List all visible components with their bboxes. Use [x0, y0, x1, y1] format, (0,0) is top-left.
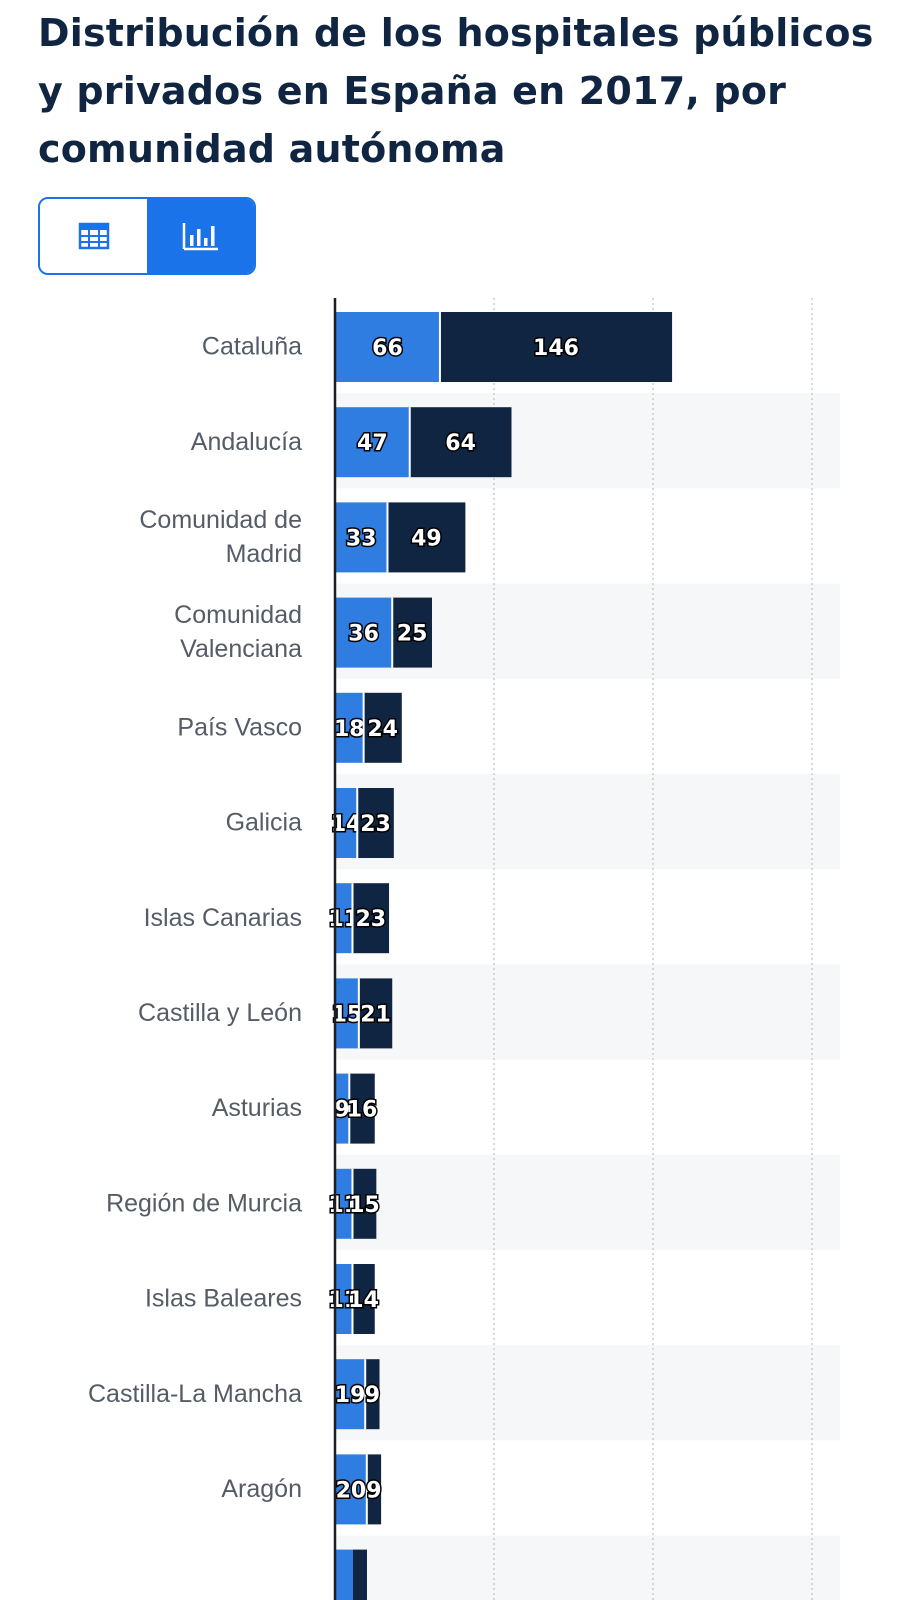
data-label: 14: [348, 1288, 379, 1313]
data-label: 23: [360, 812, 391, 837]
bar-segment-series-2: [387, 502, 466, 573]
row-stripe: [335, 964, 840, 1060]
data-label: 24: [367, 717, 398, 742]
bar-segment-series-1: [335, 312, 440, 382]
category-label: Asturias: [212, 1094, 302, 1122]
category-label: Castilla-La Mancha: [88, 1380, 302, 1408]
category-label: Andalucía: [191, 428, 302, 456]
bar-segment-series-1: [335, 1264, 353, 1334]
bar-segment-series-2: [365, 1359, 380, 1430]
bar-segment-series-1: [335, 1073, 350, 1144]
data-label: 19: [335, 1383, 366, 1408]
row-stripe: [335, 1535, 840, 1600]
bar-segment-partial: [335, 1549, 353, 1600]
bar-segment-series-1: [335, 788, 358, 858]
bar-segment-series-2: [352, 1168, 377, 1239]
category-label: Castilla y León: [138, 999, 302, 1027]
bar-segment-series-1: [335, 692, 364, 763]
row-stripe: [335, 1345, 840, 1441]
chart-title: Distribución de los hospitales públicos …: [38, 11, 874, 171]
data-label: 9: [366, 1478, 381, 1503]
bar-segment-series-1: [335, 597, 393, 668]
data-label: 146: [533, 336, 579, 361]
bar-segment-series-2: [352, 1264, 375, 1334]
bar-segment-series-2: [349, 1073, 375, 1144]
data-label: 9: [334, 1098, 349, 1123]
data-label: 25: [397, 622, 428, 647]
row-stripe: [335, 1154, 840, 1250]
bar-segment-partial: [353, 1549, 367, 1600]
table-grid-icon: [78, 222, 109, 250]
data-label: 64: [445, 431, 476, 456]
category-label: Comunidad Valenciana: [174, 601, 302, 663]
bar-segment-series-2: [357, 788, 394, 858]
data-label: 23: [355, 907, 386, 932]
bar-segment-series-1: [335, 407, 410, 478]
category-label: Islas Canarias: [144, 904, 302, 932]
data-label: 21: [360, 1002, 391, 1027]
category-label: Aragón: [221, 1475, 302, 1503]
data-label: 20: [336, 1478, 367, 1503]
bar-segment-series-2: [439, 312, 673, 382]
bar-segment-series-1: [335, 1168, 353, 1239]
chart-view-button[interactable]: [147, 199, 254, 273]
bar-segment-series-2: [352, 883, 390, 954]
data-label: 15: [349, 1193, 380, 1218]
bar-segment-series-1: [335, 883, 353, 954]
category-label: Región de Murcia: [106, 1189, 302, 1217]
bar-chart-icon: [182, 223, 218, 251]
data-label: 9: [365, 1383, 380, 1408]
bar-segment-series-2: [358, 978, 393, 1049]
bar-segment-series-1: [335, 978, 359, 1049]
data-label: 16: [347, 1098, 378, 1123]
bar-segment-series-1: [335, 1359, 366, 1430]
category-label: País Vasco: [177, 713, 302, 741]
data-label: 49: [411, 526, 442, 551]
data-label: 33: [346, 526, 377, 551]
bar-segment-series-2: [366, 1454, 382, 1525]
row-stripe: [335, 774, 840, 870]
view-toggle: [38, 197, 256, 275]
data-label: 18: [334, 717, 365, 742]
bar-segment-series-2: [409, 407, 512, 478]
data-label: 47: [357, 431, 388, 456]
table-view-button[interactable]: [40, 199, 147, 273]
bar-segment-series-2: [392, 597, 432, 668]
bar-segment-series-2: [363, 692, 402, 763]
category-label: Islas Baleares: [145, 1285, 302, 1313]
data-label: 36: [348, 622, 379, 647]
category-label: Cataluña: [202, 333, 302, 361]
data-label: 66: [372, 336, 403, 361]
category-label: Galicia: [226, 809, 303, 837]
category-label: Comunidad de Madrid: [139, 506, 302, 568]
bar-segment-series-1: [335, 1454, 367, 1525]
bar-segment-series-1: [335, 502, 388, 573]
